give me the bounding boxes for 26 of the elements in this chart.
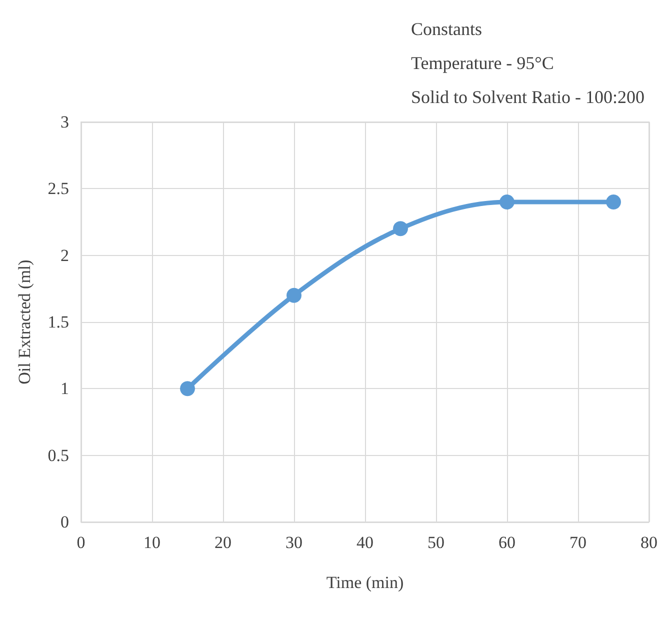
point	[393, 221, 408, 236]
y-tick-label: 2	[60, 246, 69, 265]
text: Constants	[411, 19, 482, 39]
x-tick-label: 10	[144, 533, 160, 552]
x-tick-label: 20	[214, 533, 232, 552]
x-tick-label: 0	[76, 533, 86, 552]
y-tick-label: 1.5	[48, 312, 69, 332]
y-tick-label: 1	[60, 379, 69, 398]
point	[286, 288, 302, 303]
x-tick-label: 80	[640, 533, 658, 552]
point	[606, 194, 621, 210]
y-tick-label: 2.5	[48, 179, 69, 198]
text: Temperature - 95°C	[411, 53, 554, 73]
x-tick-label: 40	[356, 533, 374, 552]
text: Solid to Solvent Ratio - 100:200	[411, 87, 645, 107]
x-tick-label: 60	[498, 533, 516, 552]
x-tick-label: 50	[428, 533, 444, 552]
point	[180, 381, 195, 396]
x-tick-label: 30	[286, 533, 302, 552]
y-axis-title: Oil Extracted (ml)	[15, 260, 34, 384]
y-tick-label: 3	[60, 112, 69, 132]
x-axis-title: Time (min)	[326, 573, 404, 592]
point	[500, 194, 514, 210]
y-tick-label: 0	[60, 512, 69, 532]
y-tick-label: 0.5	[48, 446, 69, 465]
x-tick-label: 70	[570, 533, 586, 552]
